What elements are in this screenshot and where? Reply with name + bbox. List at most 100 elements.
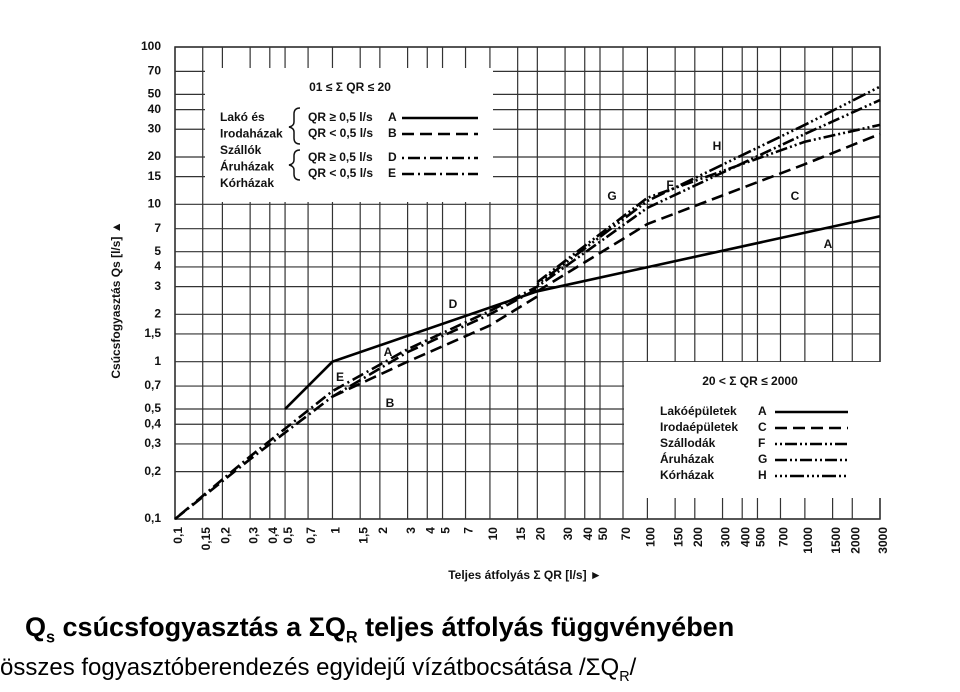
y-tick-label: 20: [148, 149, 162, 163]
x-tick-label: 1: [329, 527, 343, 534]
caption-line1: Qs csúcsfogyasztás a ΣQR teljes átfolyás…: [25, 612, 734, 647]
legend-name: Lakóépületek: [660, 404, 737, 418]
x-tick-label: 0,5: [281, 527, 295, 544]
x-tick-label: 0,3: [246, 527, 260, 544]
caption-part: R: [345, 628, 358, 647]
legend-entry: G: [758, 452, 767, 466]
x-tick-label: 15: [514, 527, 528, 541]
y-tick-label: 0,4: [144, 416, 161, 430]
caption-part: teljes átfolyás függvényében: [357, 612, 735, 642]
legend-entry: E: [388, 166, 396, 180]
caption-part: R: [619, 668, 630, 685]
series-line: [284, 214, 881, 410]
brace: [288, 149, 301, 181]
y-tick-label: 0,1: [144, 511, 161, 525]
y-tick-label: 1,5: [144, 326, 161, 340]
x-tick-label: 3000: [876, 527, 890, 554]
x-tick-label: 150: [671, 527, 685, 547]
curve-label: D: [449, 297, 458, 311]
y-tick-label: 10: [148, 197, 162, 211]
series-line: [536, 85, 881, 286]
legend-entry: D: [388, 150, 397, 164]
y-tick-label: 100: [141, 39, 161, 53]
y-tick-label: 3: [154, 279, 161, 293]
y-tick-label: 30: [148, 121, 162, 135]
x-tick-label: 30: [561, 527, 575, 541]
y-tick-label: 7: [154, 221, 161, 235]
x-tick-label: 200: [691, 527, 705, 547]
x-tick-label: 400: [738, 527, 752, 547]
legend-entry: H: [758, 468, 767, 482]
curve-label: A: [384, 345, 393, 359]
legend-condition: QR ≥ 0,5 l/s: [308, 150, 373, 164]
caption-line2: összes fogyasztóberendezés egyidejű vízá…: [0, 654, 636, 685]
caption-part: csúcsfogyasztás a ΣQ: [55, 612, 346, 642]
curve-label: C: [791, 189, 800, 203]
legend-condition: QR ≥ 0,5 l/s: [308, 110, 373, 124]
y-tick-label: 0,5: [144, 401, 161, 415]
caption-part: /: [629, 654, 637, 681]
legend-entry: C: [758, 420, 767, 434]
x-tick-label: 3: [404, 527, 418, 534]
x-tick-label: 0,1: [171, 527, 185, 544]
y-tick-label: 40: [148, 102, 162, 116]
x-tick-label: 2000: [848, 527, 862, 554]
x-axis-label: Teljes átfolyás Σ QR [l/s] ►: [448, 568, 602, 582]
caption-part: s: [46, 628, 56, 647]
y-tick-label: 50: [148, 87, 162, 101]
y-tick-label: 0,3: [144, 436, 161, 450]
legend-group: Irodaházak: [220, 127, 283, 141]
x-tick-label: 700: [777, 527, 791, 547]
x-tick-label: 500: [754, 527, 768, 547]
x-tick-label: 0,15: [199, 527, 213, 551]
x-tick-label: 70: [619, 527, 633, 541]
series-line: [331, 295, 539, 398]
legend-title: 01 ≤ Σ QR ≤ 20: [309, 80, 391, 94]
x-tick-label: 10: [486, 527, 500, 541]
x-tick-label: 300: [719, 527, 733, 547]
curve-label: F: [666, 178, 673, 192]
y-axis-label: Csúcsfogyasztás Qs [l/s] ▲: [109, 221, 123, 378]
y-tick-label: 5: [154, 244, 161, 258]
series-line: [174, 285, 538, 520]
x-tick-label: 1500: [829, 527, 843, 554]
y-tick-label: 0,7: [144, 378, 161, 392]
x-tick-label: 50: [596, 527, 610, 541]
curve-label: G: [607, 189, 616, 203]
legend-condition: QR < 0,5 l/s: [308, 166, 373, 180]
x-tick-label: 4: [423, 527, 437, 534]
x-tick-label: 0,2: [219, 527, 233, 544]
curve-label: B: [386, 396, 395, 410]
y-tick-label: 4: [154, 259, 161, 273]
legend-entry: B: [388, 126, 397, 140]
series-line: [536, 98, 881, 288]
legend-entry: F: [758, 436, 765, 450]
curve-label: E: [336, 370, 344, 384]
x-tick-label: 1000: [801, 527, 815, 554]
x-tick-label: 20: [534, 527, 548, 541]
legend-group: Áruházak: [220, 159, 274, 174]
legend-title: 20 < Σ QR ≤ 2000: [702, 374, 798, 388]
legend-group: Kórházak: [220, 176, 274, 190]
y-tick-label: 15: [148, 169, 162, 183]
caption-part: összes fogyasztóberendezés egyidejű vízá…: [0, 654, 620, 681]
x-tick-label: 2: [376, 527, 390, 534]
x-tick-label: 0,4: [266, 527, 280, 544]
x-tick-label: 40: [581, 527, 595, 541]
legend-name: Szállodák: [660, 436, 716, 450]
brace: [288, 107, 301, 145]
chart: Csúcsfogyasztás Qs [l/s] ▲ Teljes átfoly…: [109, 39, 890, 582]
y-tick-label: 0,2: [144, 464, 161, 478]
legend-name: Irodaépületek: [660, 420, 738, 434]
y-tick-label: 70: [148, 64, 162, 78]
series-line: [174, 287, 538, 521]
legend-name: Kórházak: [660, 468, 714, 482]
y-tick-label: 2: [154, 306, 161, 320]
legend-entry: A: [758, 404, 767, 418]
legend-entry: A: [388, 110, 397, 124]
x-tick-label: 100: [644, 527, 658, 547]
x-tick-label: 7: [462, 527, 476, 534]
x-tick-label: 0,7: [304, 527, 318, 544]
legend-group: Szállók: [220, 143, 262, 157]
